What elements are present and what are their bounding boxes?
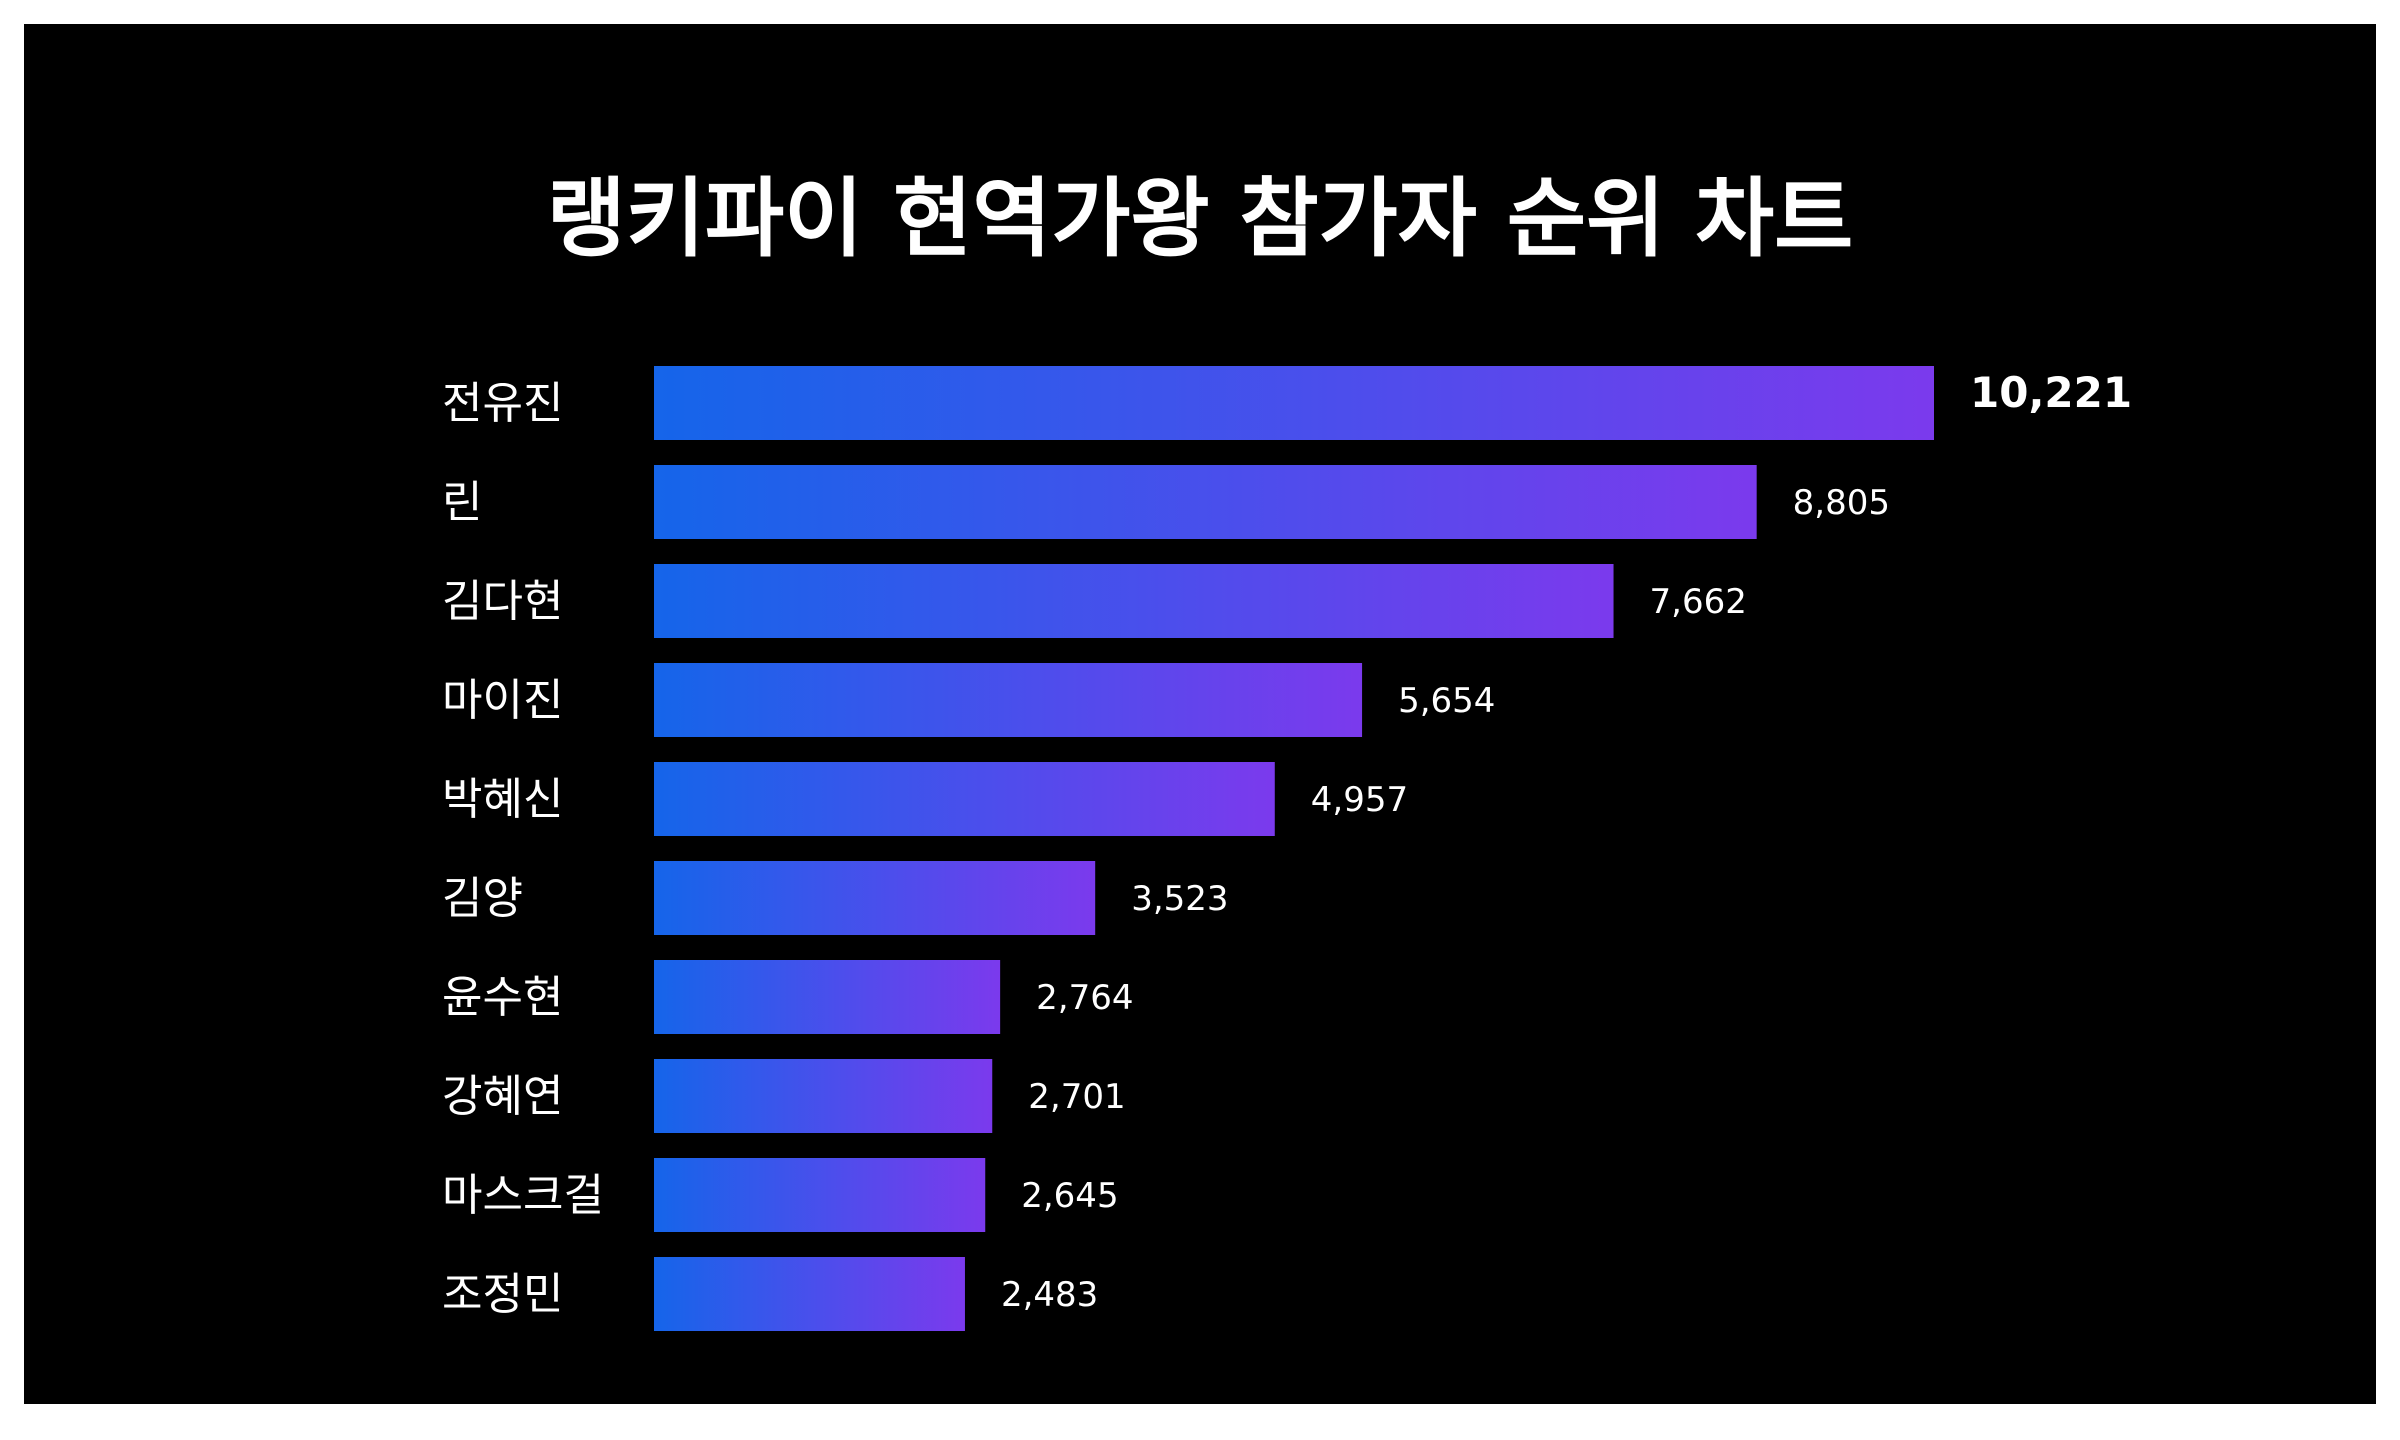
value-label-5: 4,957 — [1311, 780, 1408, 820]
bar-chart: 전유진 10,221 린 8,805 김다현 7,662 마이진 5,654 박혜신 4,957 김… — [442, 366, 2132, 1331]
bar-5 — [654, 762, 1275, 836]
category-label-6: 김양 — [442, 873, 523, 924]
value-label-6: 3,523 — [1131, 879, 1228, 919]
value-label-1: 10,221 — [1970, 368, 2132, 417]
bar-9 — [654, 1158, 986, 1232]
category-label-2: 린 — [442, 477, 482, 528]
bar-8 — [654, 1059, 993, 1133]
value-label-10: 2,483 — [1001, 1275, 1098, 1315]
bar-1 — [654, 366, 1934, 440]
value-label-7: 2,764 — [1036, 978, 1133, 1018]
bar-10 — [654, 1257, 965, 1331]
category-label-10: 조정민 — [442, 1269, 563, 1320]
bar-4 — [654, 663, 1363, 737]
bars-layer: 전유진 10,221 린 8,805 김다현 7,662 마이진 5,654 박혜신 4,957 김… — [442, 366, 2132, 1331]
value-label-9: 2,645 — [1021, 1176, 1118, 1216]
category-label-9: 마스크걸 — [442, 1170, 604, 1221]
value-label-3: 7,662 — [1650, 582, 1747, 622]
category-label-7: 윤수현 — [442, 972, 563, 1023]
category-label-8: 강혜연 — [442, 1071, 563, 1122]
bar-3 — [654, 564, 1614, 638]
value-label-2: 8,805 — [1793, 483, 1890, 523]
category-label-5: 박혜신 — [442, 774, 563, 825]
chart-title: 랭키파이 현역가왕 참가자 순위 차트 — [546, 169, 1854, 269]
bar-2 — [654, 465, 1757, 539]
chart-frame: 랭키파이 현역가왕 참가자 순위 차트 전유진 10,221 린 8,805 김다현 7,… — [24, 24, 2376, 1404]
bar-6 — [654, 861, 1096, 935]
category-label-3: 김다현 — [442, 576, 563, 627]
bar-7 — [654, 960, 1001, 1034]
value-label-8: 2,701 — [1028, 1077, 1125, 1117]
category-label-1: 전유진 — [442, 378, 563, 429]
category-label-4: 마이진 — [442, 675, 563, 726]
value-label-4: 5,654 — [1398, 681, 1495, 721]
